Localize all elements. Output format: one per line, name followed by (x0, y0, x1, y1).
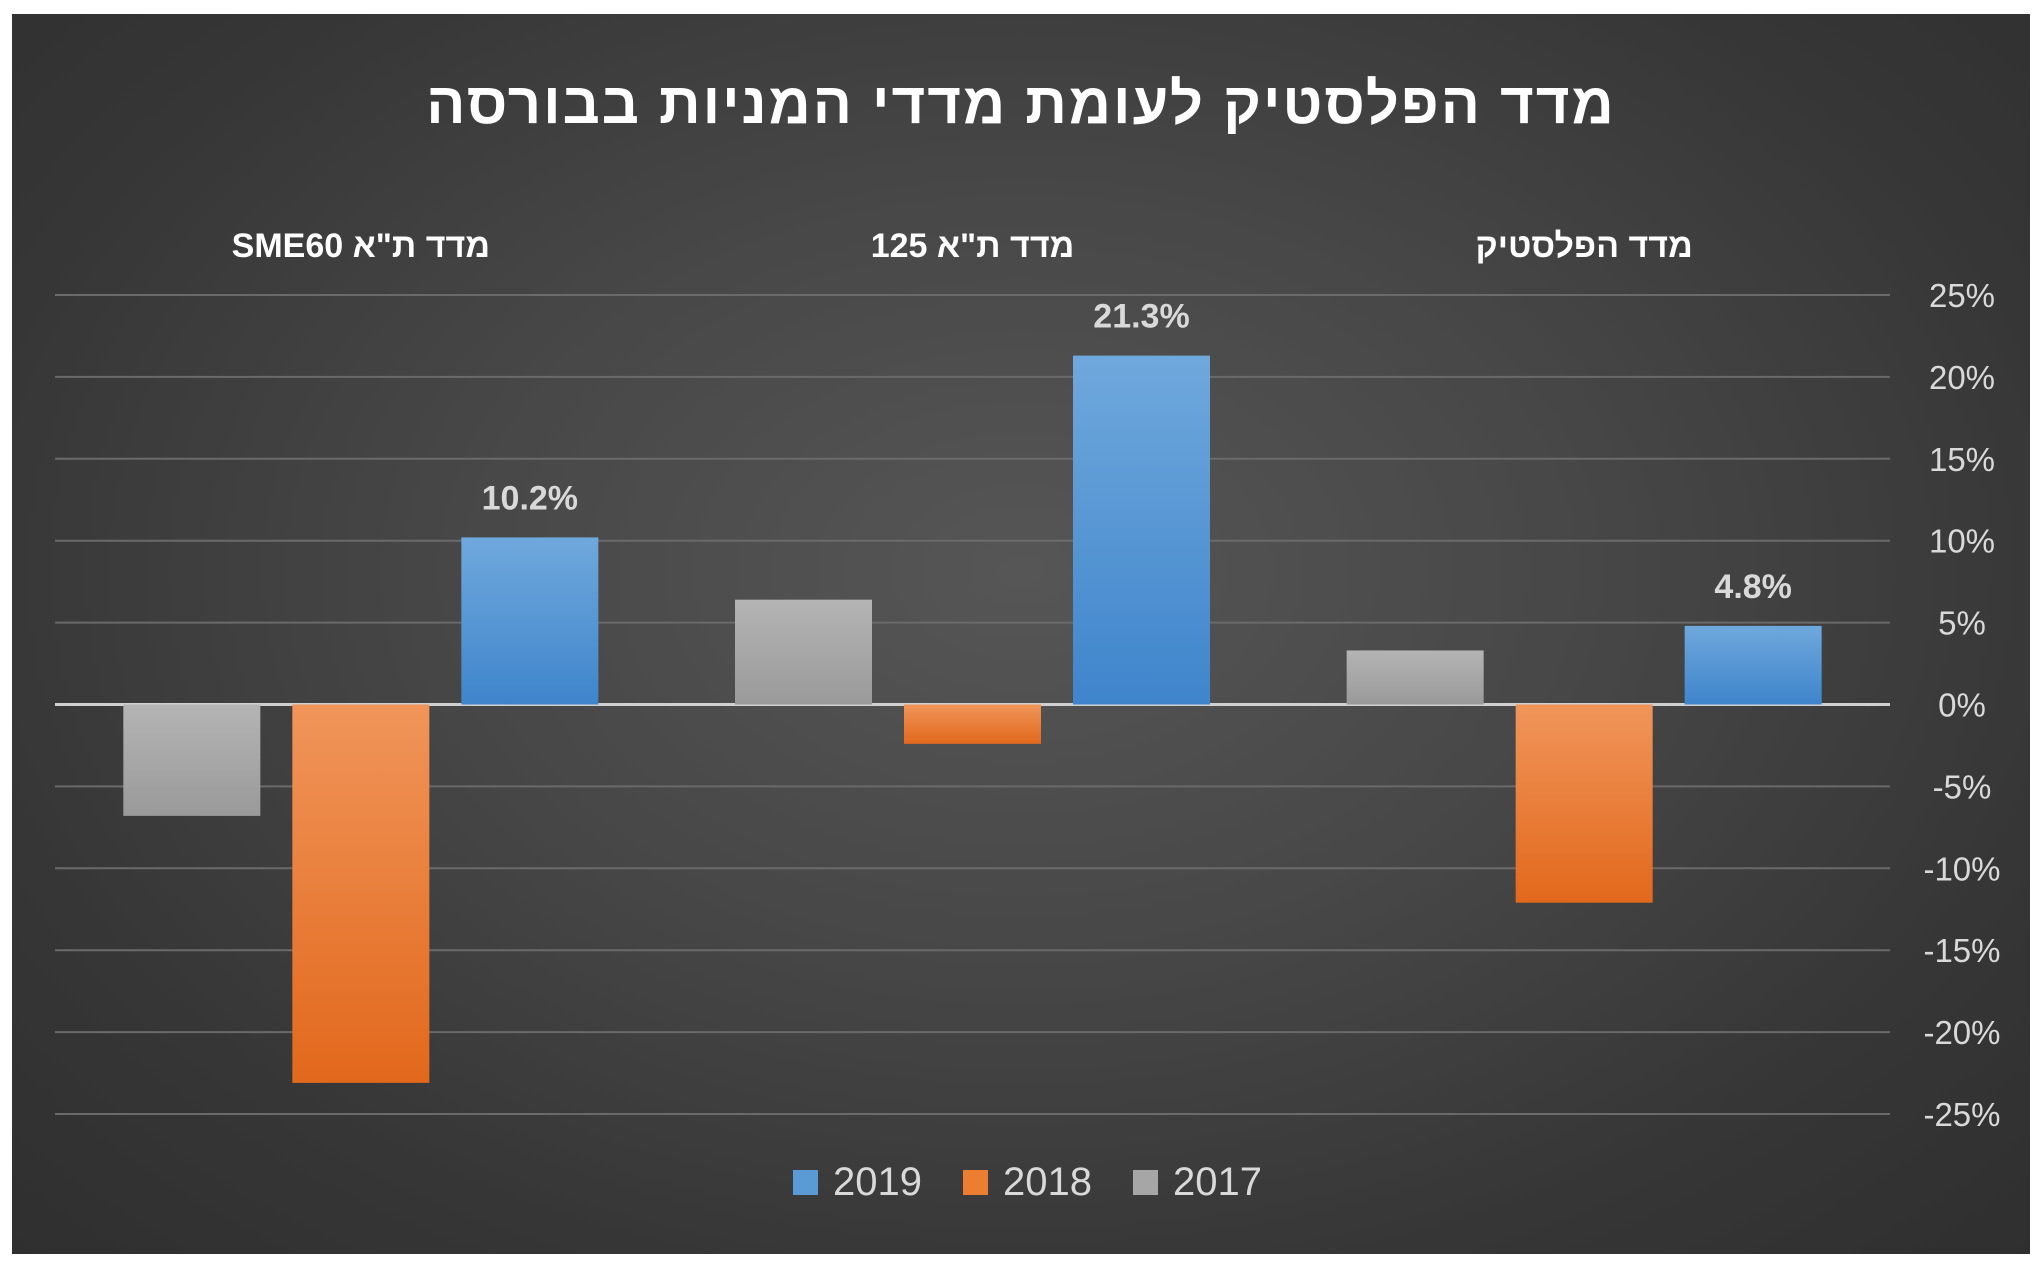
bar-2019 (461, 537, 599, 705)
bar-2018 (1515, 704, 1653, 903)
y-tick-label: -20% (1923, 1014, 2000, 1051)
bar-2018 (292, 704, 430, 1083)
legend-swatch-2018 (963, 1170, 988, 1195)
bar-2018 (904, 704, 1041, 744)
category-label: מדד הפלסטיק (1476, 227, 1693, 265)
y-tick-label: 10% (1929, 523, 1995, 560)
y-tick-label: 25% (1929, 277, 1995, 314)
bar-2019 (1073, 355, 1210, 705)
y-tick-label: -5% (1933, 768, 1992, 805)
data-label: 4.8% (1714, 568, 1792, 606)
bar-2017 (735, 599, 872, 705)
y-tick-label: 5% (1938, 605, 1986, 642)
category-label: מדד ת"א SME60 (232, 227, 490, 265)
bar-2017 (123, 704, 261, 816)
legend-swatch-2019 (793, 1170, 818, 1195)
bar-2017 (1346, 650, 1484, 705)
y-tick-label: -25% (1923, 1096, 2000, 1133)
chart-title: מדד הפלסטיק לעומת מדדי המניות בבורסה (426, 71, 1616, 136)
category-label: מדד ת"א 125 (871, 227, 1075, 265)
y-tick-label: 20% (1929, 359, 1995, 396)
data-label: 21.3% (1093, 298, 1189, 336)
legend-swatch-2017 (1133, 1170, 1158, 1195)
data-label: 10.2% (482, 479, 578, 517)
legend-label: 2019 (833, 1160, 922, 1204)
y-tick-label: -15% (1923, 932, 2000, 969)
y-tick-label: -10% (1923, 850, 2000, 887)
legend-label: 2018 (1003, 1160, 1092, 1204)
legend-label: 2017 (1173, 1160, 1262, 1204)
y-tick-label: 15% (1929, 441, 1995, 478)
y-tick-label: 0% (1938, 687, 1986, 724)
bar-2019 (1684, 625, 1822, 705)
